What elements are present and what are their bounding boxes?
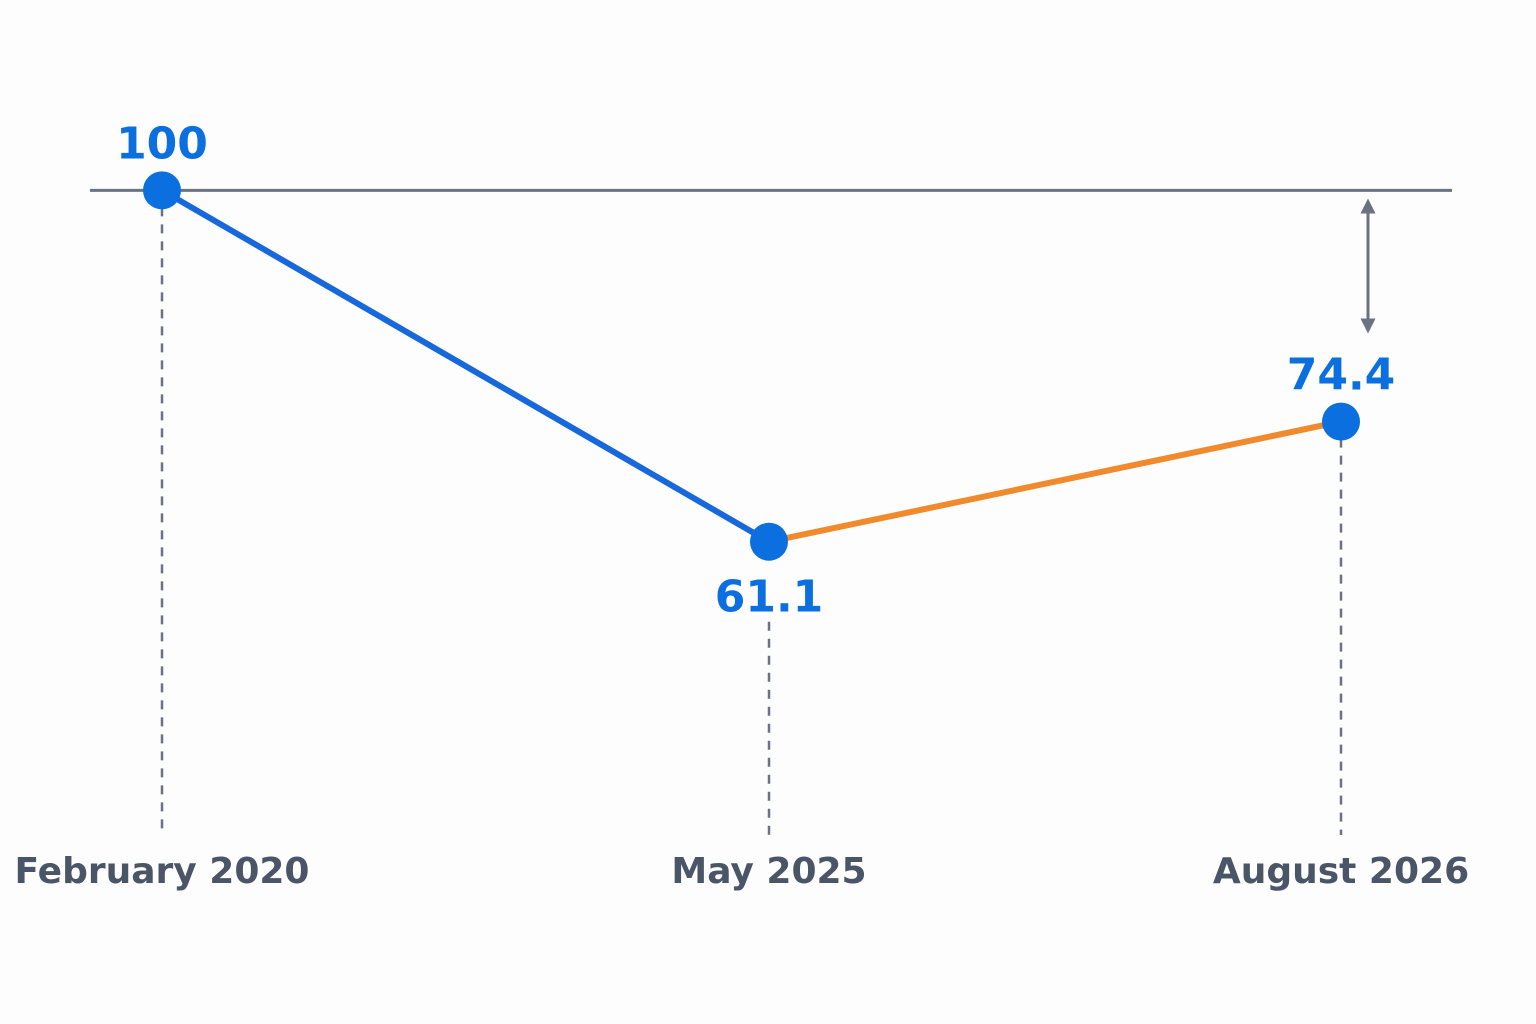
x-tick-label: August 2026 bbox=[1213, 851, 1469, 892]
data-label: 74.4 bbox=[1287, 350, 1396, 401]
x-tick-label: February 2020 bbox=[15, 851, 310, 892]
data-point bbox=[143, 171, 181, 210]
line-segment bbox=[159, 187, 772, 545]
data-label: 100 bbox=[116, 118, 208, 169]
data-point bbox=[750, 522, 788, 561]
data-point bbox=[1322, 402, 1360, 441]
line-segment bbox=[766, 418, 1344, 545]
x-tick-label: May 2025 bbox=[671, 851, 866, 892]
data-label: 61.1 bbox=[715, 572, 824, 623]
